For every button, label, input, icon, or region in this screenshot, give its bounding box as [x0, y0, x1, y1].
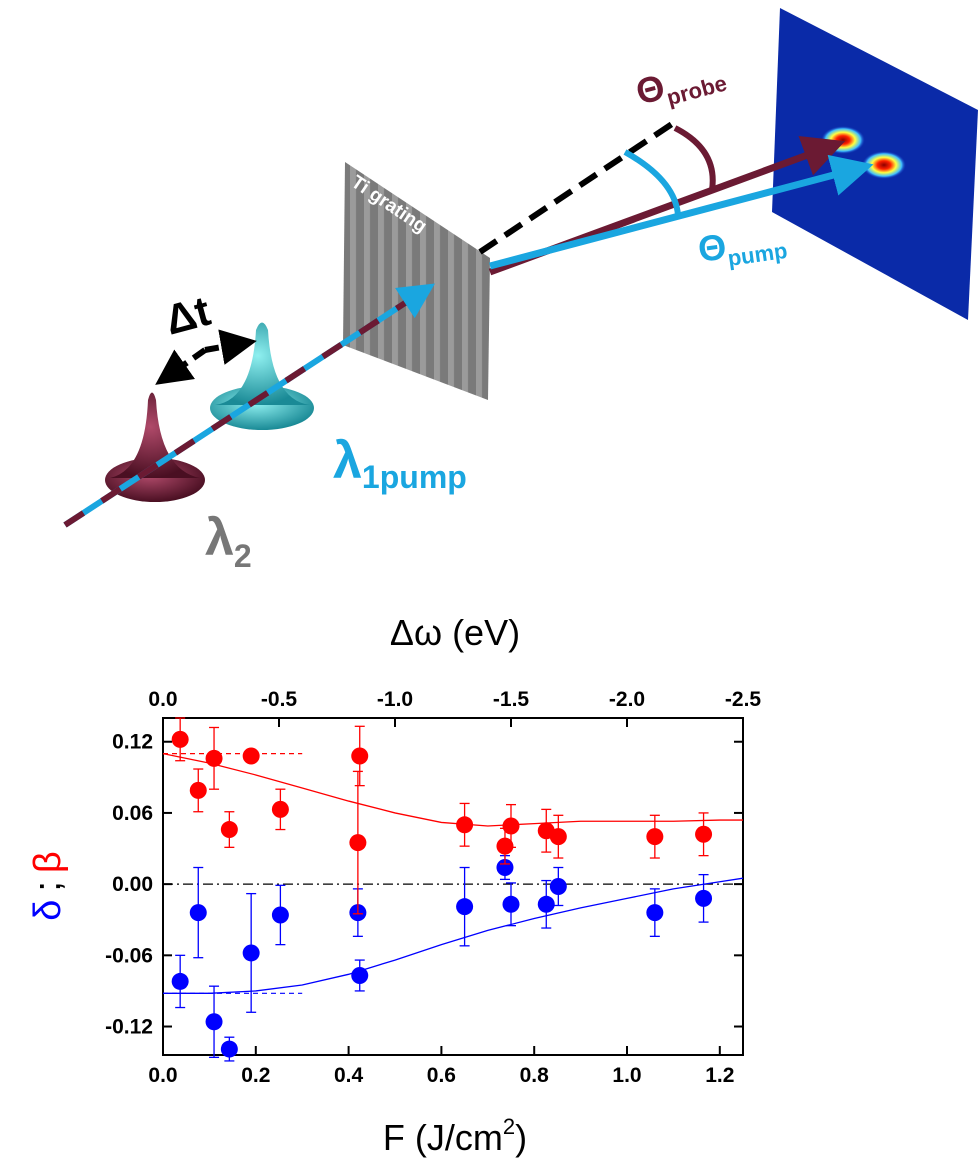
pump-spot: [862, 151, 906, 179]
point: [456, 816, 474, 834]
x2-axis-title: Δω (eV): [390, 612, 520, 653]
point: [220, 821, 238, 839]
point: [695, 889, 713, 907]
lambda-pump-label: λ1pump: [333, 432, 467, 495]
y-tick-label: 0.12: [112, 731, 153, 754]
x2-tick-label: -0.5: [261, 688, 298, 711]
lambda-2-label: λ2: [205, 509, 252, 574]
point: [537, 895, 555, 913]
point: [242, 747, 260, 765]
point: [189, 904, 207, 922]
x2-tick-label: 0.0: [148, 688, 177, 711]
x2-tick-label: -1.0: [377, 688, 413, 711]
point: [496, 837, 514, 855]
point: [189, 781, 207, 799]
delay-label: Δt: [160, 287, 215, 344]
point: [351, 966, 369, 984]
point: [646, 828, 664, 846]
pump-beam: [489, 154, 874, 270]
x-tick-label: 0.4: [334, 1064, 364, 1087]
pump-angle-arc: [623, 149, 681, 216]
y-tick-label: -0.12: [105, 1016, 153, 1039]
point: [549, 828, 567, 846]
point: [242, 944, 260, 962]
x-axis-title: F (J/cm2): [383, 1114, 527, 1158]
point: [220, 1040, 238, 1058]
delay-arrow: [155, 347, 207, 385]
x2-tick-label: -2.0: [609, 688, 645, 711]
point: [351, 747, 369, 765]
point: [271, 906, 289, 924]
grating: [343, 162, 490, 400]
pulse-2-peak: [110, 392, 200, 478]
x-tick-label: 0.2: [241, 1064, 270, 1087]
x-tick-label: 1.2: [705, 1064, 734, 1087]
y-tick-label: -0.06: [105, 944, 153, 967]
plot-frame: [162, 717, 744, 1056]
x-tick-label: 0.8: [520, 1064, 550, 1087]
point: [205, 749, 223, 767]
point: [502, 895, 520, 913]
normal-line: [478, 121, 674, 255]
y-tick-label: 0.06: [112, 802, 153, 825]
theta-pump-label: Θpump: [695, 217, 788, 275]
x-tick-label: 0.0: [148, 1064, 177, 1087]
x2-tick-label: -2.5: [725, 688, 762, 711]
point: [695, 825, 713, 843]
point: [349, 834, 367, 852]
x-tick-label: 1.0: [612, 1064, 641, 1087]
x-tick-label: 0.6: [427, 1064, 456, 1087]
y-tick-label: 0.00: [112, 873, 153, 896]
delay-arrow: [204, 329, 257, 365]
point: [271, 800, 289, 818]
point: [496, 859, 514, 877]
point: [171, 972, 189, 990]
point: [502, 817, 520, 835]
theta-probe-label: Θprobe: [631, 50, 729, 118]
point: [171, 730, 189, 748]
input-beam-dash: [63, 283, 436, 528]
point: [549, 878, 567, 895]
point: [205, 1013, 223, 1031]
x2-tick-label: -1.5: [493, 688, 530, 711]
point: [456, 898, 474, 916]
y-axis-title: δ;β: [27, 851, 69, 921]
point: [646, 904, 664, 922]
probe-angle-arc: [673, 125, 716, 191]
pulse-1-peak: [215, 322, 310, 405]
diagram: Δt Ti grating Θprobe Θpump λ1pump λ2: [63, 8, 978, 574]
